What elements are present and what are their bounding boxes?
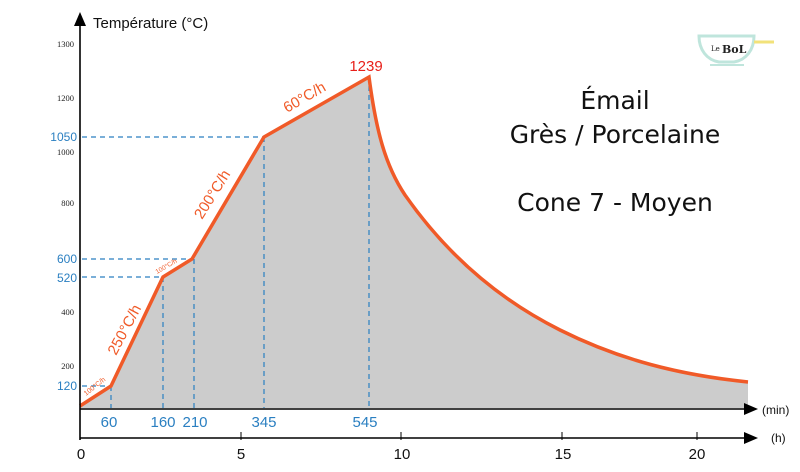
y-tick-200: 200 (61, 361, 74, 371)
firing-curve-line (79, 74, 749, 408)
hour-ticks (240, 432, 698, 440)
x-hour-0: 0 (77, 446, 85, 463)
title-line-2: Grès / Porcelaine (509, 120, 721, 149)
peak-label: 1239 (349, 58, 382, 75)
y-tick-400: 400 (61, 307, 74, 317)
x-axis-hours-arrow-icon (744, 432, 758, 444)
x-min-345: 345 (251, 414, 276, 431)
x-hour-labels: 0 5 10 15 20 (77, 446, 706, 463)
title-line-1: Émail (580, 86, 650, 115)
curve-area-fill (80, 77, 748, 408)
y-axis-arrow-icon (74, 12, 86, 26)
x-axis-minutes-arrow-icon (744, 403, 758, 415)
y-highlight-120: 120 (57, 379, 77, 393)
logo-text-bol: BoL (722, 43, 747, 56)
x-min-160: 160 (150, 414, 175, 431)
x-axis-hours-title: (h) (771, 431, 786, 445)
title-subtitle: Cone 7 - Moyen (517, 188, 713, 217)
y-axis-title: Température (°C) (93, 15, 208, 32)
x-hour-20: 20 (689, 446, 706, 463)
le-bol-logo-icon: Le BoL (697, 34, 774, 66)
guide-lines (82, 77, 370, 408)
x-min-60: 60 (101, 414, 118, 431)
x-hour-10: 10 (394, 446, 411, 463)
chart-title-block: Émail Grès / Porcelaine Cone 7 - Moyen (470, 84, 760, 220)
y-tick-1200: 1200 (57, 93, 74, 103)
y-highlight-600: 600 (57, 252, 77, 266)
x-axis-minutes-title: (min) (762, 403, 789, 417)
x-hour-5: 5 (237, 446, 245, 463)
x-min-545: 545 (352, 414, 377, 431)
x-min-210: 210 (182, 414, 207, 431)
x-minute-labels: 60 160 210 345 545 (101, 414, 378, 431)
y-highlight-1050: 1050 (50, 130, 77, 144)
logo-text-le: Le (711, 45, 720, 53)
y-tick-labels: 1300 1200 1000 800 400 200 (57, 39, 74, 371)
y-highlight-labels: 1050 600 520 120 (50, 130, 77, 393)
y-tick-1000: 1000 (57, 147, 74, 157)
y-tick-1300: 1300 (57, 39, 74, 49)
x-hour-15: 15 (555, 446, 572, 463)
y-tick-800: 800 (61, 198, 74, 208)
y-highlight-520: 520 (57, 271, 77, 285)
